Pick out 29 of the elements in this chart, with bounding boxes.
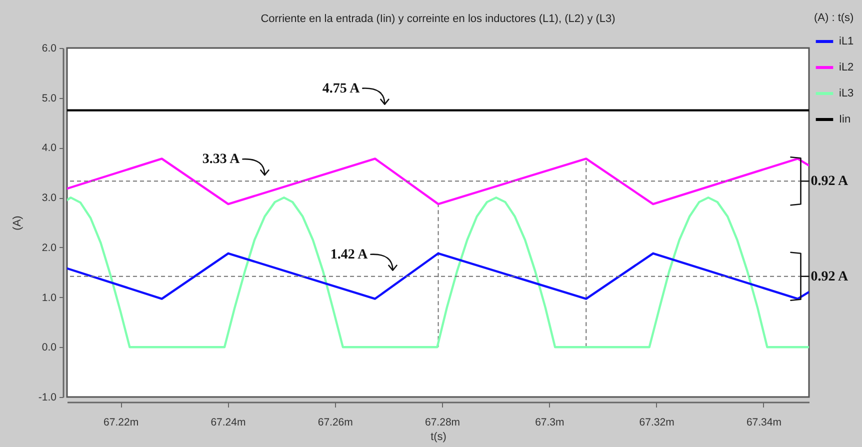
legend-title: (A) : t(s): [814, 12, 854, 24]
annotation: 1.42 A: [330, 247, 369, 262]
y-tick-label: 1.0: [42, 292, 57, 304]
x-tick-label: 67.22m: [104, 416, 139, 428]
legend-label: iL1: [839, 36, 854, 48]
y-tick-label: 4.0: [42, 142, 57, 154]
x-tick-label: 67.24m: [210, 416, 246, 428]
legend-label: iL2: [839, 62, 854, 74]
legend-label: Iin: [839, 114, 851, 126]
line-series: [67, 196, 809, 348]
x-tick-label: 67.3m: [535, 416, 565, 428]
y-tick-label: 5.0: [42, 92, 57, 104]
x-axis-title: t(s): [430, 431, 446, 443]
y-tick-label: 6.0: [42, 42, 57, 54]
x-tick-label: 67.34m: [746, 416, 782, 428]
annotation: 3.33 A: [202, 152, 241, 168]
y-tick-label: 0.0: [42, 342, 57, 354]
y-tick-label: 3.0: [42, 192, 57, 204]
annotation: 4.75 A: [322, 81, 361, 96]
annotation: 0.92 A: [810, 269, 849, 284]
x-tick-label: 67.32m: [639, 416, 675, 428]
y-axis-title: (A): [11, 216, 24, 230]
legend-label: iL3: [839, 88, 854, 100]
chart-title: Corriente en la entrada (Iin) y correinte en los inductores (L1), (L2) y (L3): [260, 13, 616, 25]
annotation: 0.92 A: [810, 174, 849, 190]
y-tick-label: -1.0: [38, 392, 57, 404]
x-tick-label: 67.28m: [425, 416, 460, 428]
y-tick-label: 2.0: [42, 242, 57, 254]
x-tick-label: 67.26m: [318, 416, 354, 428]
